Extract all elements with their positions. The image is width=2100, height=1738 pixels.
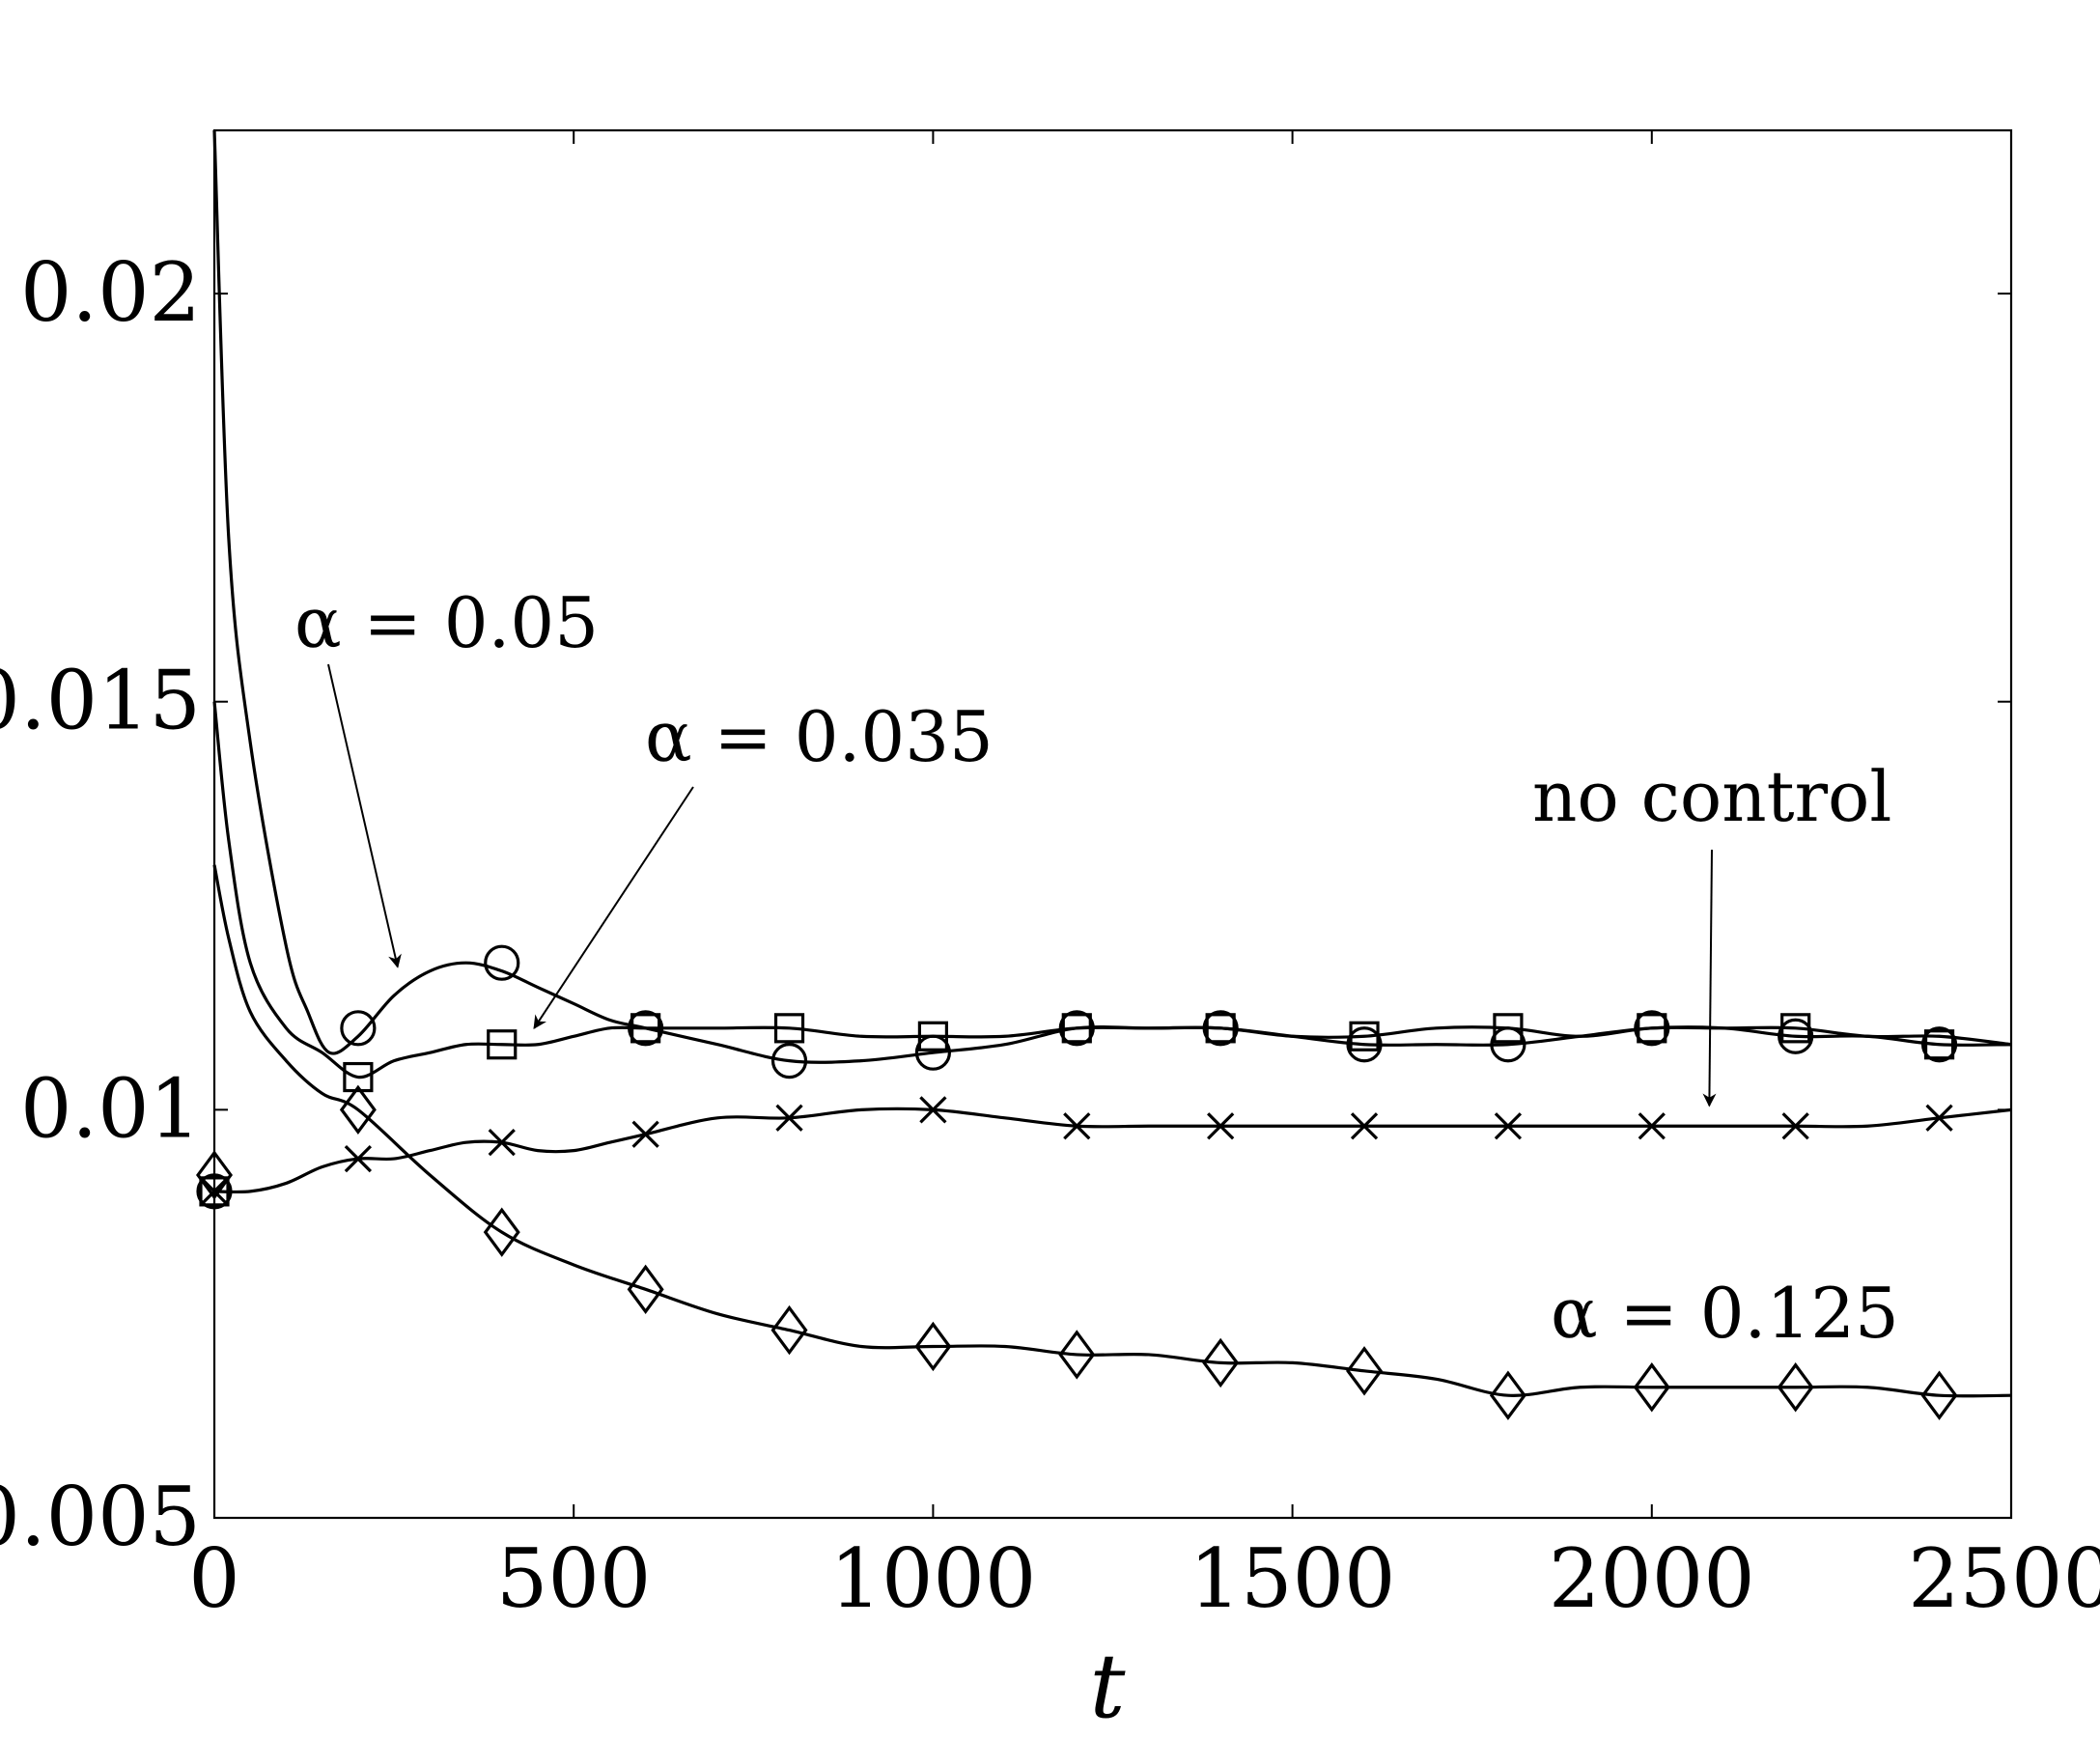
annotation-alpha-0-05: α = 0.05 [294, 582, 599, 663]
marker-nocontrol [488, 1129, 516, 1157]
marker-a0035 [343, 1061, 374, 1093]
marker-nocontrol [1925, 1104, 1953, 1132]
marker-a0035 [1349, 1021, 1380, 1051]
marker-nocontrol [344, 1144, 373, 1173]
marker-a0035 [1205, 1013, 1236, 1044]
annotation-arrow-alpha-0-05 [327, 663, 402, 968]
x-tick-label: 1500 [1190, 1531, 1396, 1626]
series-markers [196, 944, 1958, 1420]
marker-nocontrol [631, 1120, 659, 1148]
marker-a0125 [339, 1084, 377, 1135]
x-tick-label: 2000 [1549, 1531, 1755, 1626]
marker-nocontrol [1494, 1112, 1523, 1140]
marker-nocontrol [1350, 1112, 1379, 1140]
marker-a005 [1346, 1026, 1383, 1063]
marker-a005 [628, 1010, 664, 1047]
marker-a0125 [1489, 1370, 1526, 1420]
marker-a0125 [1202, 1337, 1240, 1388]
annotation-no-control: no control [1532, 756, 1891, 837]
marker-a0035 [199, 1176, 230, 1207]
marker-a0035 [487, 1029, 518, 1060]
marker-a005 [1778, 1018, 1814, 1054]
marker-a0125 [1633, 1362, 1670, 1413]
y-tick-label: 0.01 [20, 1061, 201, 1156]
marker-nocontrol [1063, 1112, 1091, 1140]
x-tick-label: 500 [496, 1531, 651, 1626]
marker-a005 [196, 1173, 233, 1210]
marker-nocontrol [1781, 1112, 1809, 1140]
annotation-alpha-0-035: α = 0.035 [645, 696, 994, 777]
marker-a0125 [1058, 1330, 1096, 1380]
marker-a0125 [1920, 1370, 1958, 1420]
marker-nocontrol [200, 1177, 229, 1206]
x-axis-title: t [1090, 1635, 1127, 1738]
marker-a0125 [483, 1207, 520, 1257]
y-tick-label: 0.015 [0, 654, 201, 748]
annotation-arrow-no-control [1702, 849, 1717, 1107]
axis-tick-labels: 0 500 1000 1500 2000 2500 0.005 0.01 0.015 0.02 [0, 245, 2100, 1626]
marker-nocontrol [1638, 1112, 1666, 1140]
series-line-nocontrol [213, 1107, 2012, 1194]
x-tick-label: 2500 [1908, 1531, 2100, 1626]
marker-a0035 [1493, 1013, 1524, 1044]
x-tick-label: 0 [188, 1531, 239, 1626]
marker-a0125 [914, 1321, 952, 1372]
x-tick-label: 1000 [830, 1531, 1037, 1626]
marker-a005 [914, 1034, 952, 1071]
annotation-arrow-alpha-0-035 [533, 786, 694, 1029]
marker-a005 [1920, 1026, 1958, 1063]
marker-a005 [1634, 1010, 1670, 1047]
marker-a0125 [1346, 1346, 1384, 1396]
marker-a0035 [773, 1013, 805, 1044]
marker-a0125 [770, 1304, 808, 1356]
marker-a005 [1490, 1026, 1526, 1063]
marker-nocontrol [1207, 1112, 1235, 1140]
marker-nocontrol [919, 1096, 947, 1124]
y-tick-label: 0.005 [0, 1470, 201, 1564]
marker-a0035 [1780, 1013, 1811, 1044]
marker-a0125 [627, 1264, 664, 1315]
marker-nocontrol [775, 1104, 803, 1132]
plot-area-frame [212, 128, 2013, 1520]
marker-a005 [1058, 1010, 1095, 1047]
series-line-a0125 [212, 864, 2012, 1398]
chart-annotations: α = 0.05 α = 0.035 no control α = 0.125 [294, 582, 1899, 1354]
marker-a0035 [917, 1021, 949, 1051]
y-tick-label: 0.02 [20, 245, 201, 340]
series-line-a0035 [212, 701, 2012, 1079]
marker-a005 [340, 1010, 377, 1047]
marker-a0035 [630, 1013, 661, 1044]
marker-a0035 [1923, 1029, 1955, 1060]
marker-a005 [1202, 1010, 1239, 1047]
marker-a005 [484, 944, 520, 981]
annotation-alpha-0-125: α = 0.125 [1551, 1273, 1899, 1354]
series-lines [212, 129, 2012, 1398]
marker-a005 [770, 1043, 808, 1079]
marker-a0035 [1637, 1013, 1667, 1044]
marker-a0125 [1777, 1362, 1814, 1413]
marker-a0035 [1061, 1013, 1092, 1044]
marker-a0125 [196, 1150, 233, 1200]
